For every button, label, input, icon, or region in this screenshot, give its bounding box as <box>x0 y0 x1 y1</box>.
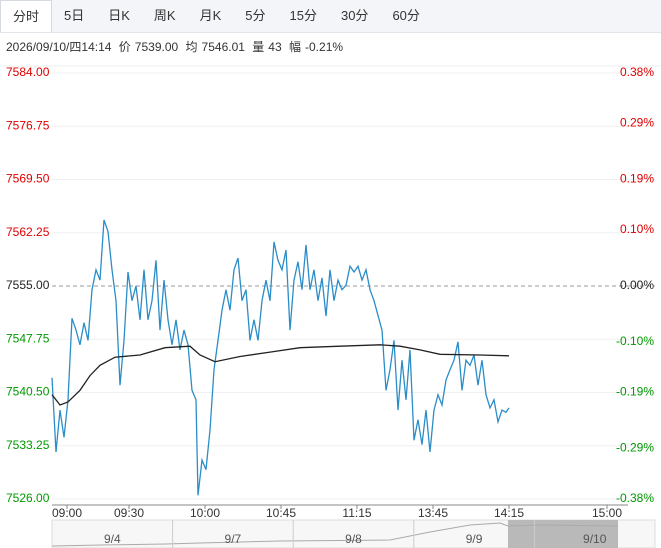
tab[interactable]: 周K <box>153 8 176 23</box>
tab[interactable]: 5日 <box>64 8 85 23</box>
info-value: 7539.00 <box>134 40 179 54</box>
tab[interactable]: 月K <box>199 8 222 23</box>
tab-bar: 分时 5日 日K 周K 月K 5分 15分 30分 60分 <box>0 0 661 33</box>
tab[interactable]: 日K <box>108 8 130 23</box>
tab[interactable]: 15分 <box>289 8 317 23</box>
y-tick-label: 7576.75 <box>6 118 50 132</box>
navigator-date: 9/10 <box>583 532 607 546</box>
y2-tick-label: 0.19% <box>620 172 654 186</box>
navigator-line <box>51 522 619 547</box>
price-line <box>51 219 510 496</box>
tab[interactable]: 分时 <box>0 0 53 32</box>
y2-tick-label: 0.38% <box>620 65 654 79</box>
info-value: 7546.01 <box>201 40 245 54</box>
x-tick-label: 09:00 <box>52 506 82 520</box>
x-tick-label: 09:30 <box>114 506 144 520</box>
y-tick-label: 7569.50 <box>6 172 50 186</box>
info-label: 量 <box>252 40 265 54</box>
x-tick-label: 15:00 <box>592 506 622 520</box>
navigator-date: 9/9 <box>466 532 483 546</box>
price-line <box>51 344 510 406</box>
info-time: 2026/09/10/四14:14 <box>6 40 112 54</box>
info-value: -0.21% <box>305 40 344 54</box>
info-line: 2026/09/10/四14:14 价 7539.00 均 7546.01 量 43 … <box>6 38 347 55</box>
x-tick-label: 10:00 <box>190 506 220 520</box>
y-tick-label: 7533.25 <box>6 438 50 452</box>
y-tick-label: 7555.00 <box>6 278 50 292</box>
info-label: 均 <box>185 40 198 54</box>
y2-tick-label: -0.19% <box>616 385 654 399</box>
y2-tick-label: -0.38% <box>616 491 654 505</box>
tab[interactable]: 5分 <box>245 8 266 23</box>
info-label: 幅 <box>289 40 302 54</box>
y2-tick-label: 0.10% <box>620 222 654 236</box>
y2-tick-label: -0.10% <box>616 334 654 348</box>
navigator-date: 9/4 <box>104 532 121 546</box>
y-tick-label: 7540.50 <box>6 385 50 399</box>
navigator-window[interactable] <box>508 520 618 548</box>
navigator-date: 9/8 <box>345 532 362 546</box>
x-tick-label: 13:45 <box>418 506 448 520</box>
info-value: 43 <box>268 40 282 54</box>
y-tick-label: 7547.75 <box>6 331 50 345</box>
y-tick-label: 7562.25 <box>6 225 50 239</box>
y2-tick-label: -0.29% <box>616 441 654 455</box>
tab[interactable]: 60分 <box>392 8 420 23</box>
y-tick-label: 7526.00 <box>6 491 50 505</box>
tab[interactable]: 30分 <box>340 8 369 23</box>
x-tick-label: 10:45 <box>266 506 296 520</box>
y-tick-label: 7584.00 <box>6 65 50 79</box>
info-label: 价 <box>118 40 131 54</box>
x-tick-label: 11:15 <box>342 506 371 520</box>
navigator-date: 9/7 <box>225 532 242 546</box>
y2-tick-label: 0.29% <box>620 116 654 130</box>
y2-tick-label: 0.00% <box>620 278 654 292</box>
x-tick-label: 14:15 <box>494 506 524 520</box>
